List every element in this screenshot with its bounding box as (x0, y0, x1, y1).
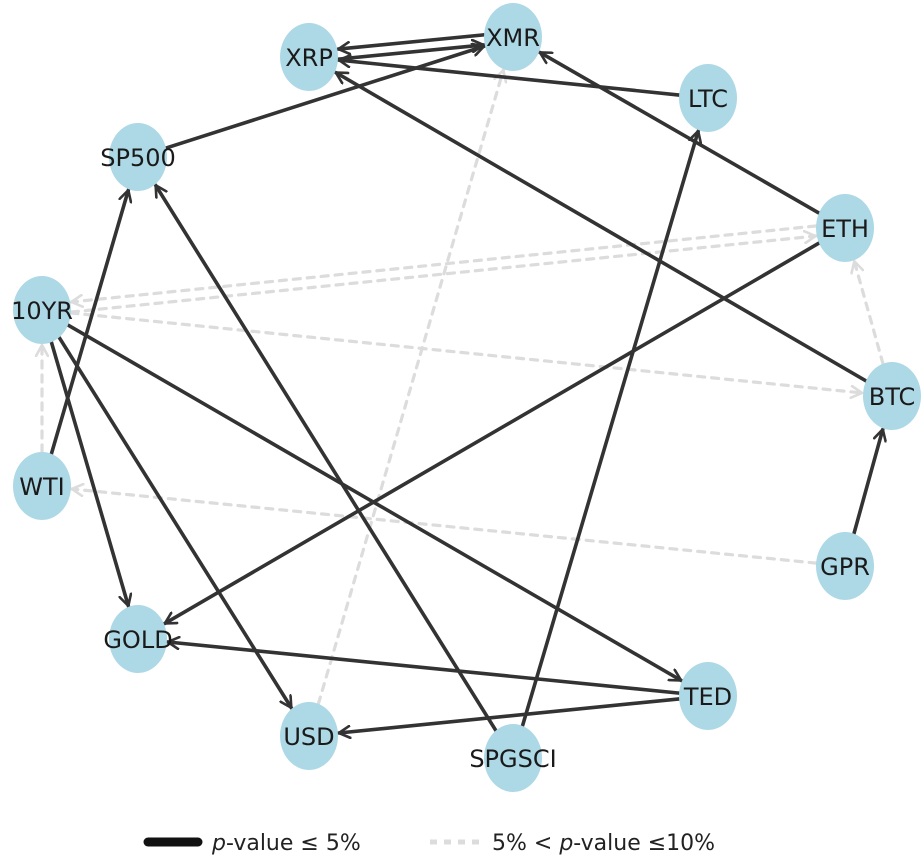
edge-ltc-to-xrp (337, 60, 681, 97)
node-label: ETH (821, 215, 869, 243)
node-circle (109, 605, 167, 673)
node-10yr: 10YR (11, 276, 73, 344)
node-eth: ETH (816, 194, 874, 262)
weak-edges-layer (42, 68, 885, 706)
edge-wti-to-sp500 (49, 188, 128, 456)
node-label: TED (683, 683, 732, 711)
edge-sp500-to-xmr (164, 46, 486, 150)
node-label: WTI (19, 473, 64, 501)
node-label: LTC (688, 85, 728, 113)
node-sp500: SP500 (100, 123, 176, 191)
edge-eth-to-10yr (69, 224, 818, 302)
node-gpr: GPR (816, 532, 874, 600)
node-usd: USD (280, 702, 338, 770)
edge-eth-to-xmr (538, 50, 821, 215)
edge-gpr-to-btc (852, 427, 883, 536)
edge-spgsci-to-sp500 (153, 183, 498, 733)
node-label: XMR (486, 24, 540, 52)
node-label: GPR (820, 553, 870, 581)
edge-10yr-to-ted (66, 323, 683, 683)
node-circle (679, 662, 737, 730)
node-circle (816, 532, 874, 600)
edge-ted-to-gold (166, 642, 681, 695)
node-circle (109, 123, 167, 191)
node-label: GOLD (103, 626, 172, 654)
node-xrp: XRP (280, 23, 338, 91)
node-gold: GOLD (103, 605, 173, 673)
edge-10yr-to-btc (69, 311, 864, 393)
node-label: USD (283, 723, 334, 751)
edge-usd-to-xmr (316, 68, 503, 706)
node-circle (484, 724, 542, 792)
node-label: SP500 (100, 144, 176, 172)
significant-edges-layer (49, 33, 883, 733)
legend-significant-label: p-value ≤ 5% (211, 831, 361, 856)
edge-ted-to-usd (337, 697, 681, 733)
node-circle (863, 362, 921, 430)
edge-10yr-to-usd (57, 335, 294, 710)
edge-10yr-to-gold (49, 340, 128, 608)
legend-weak-label: 5% < p-value ≤10% (492, 831, 715, 856)
legend: p-value ≤ 5% 5% < p-value ≤10% (143, 831, 715, 856)
edge-xrp-to-xmr (336, 45, 486, 61)
edge-eth-to-gold (163, 241, 821, 626)
node-circle (816, 194, 874, 262)
node-ted: TED (679, 662, 737, 730)
node-circle (679, 64, 737, 132)
edge-btc-to-eth (854, 259, 885, 366)
node-label: SPGSCI (469, 745, 556, 773)
edge-spgsci-to-ltc (520, 129, 698, 728)
node-circle (280, 702, 338, 770)
node-label: 10YR (11, 297, 73, 325)
nodes-layer: XMR XRP LTC SP500 ETH 10YR BTC WTI GPR GOLD TED USD… (11, 3, 921, 792)
edge-btc-to-xrp (334, 70, 868, 383)
node-wti: WTI (13, 452, 71, 520)
node-circle (484, 3, 542, 71)
node-xmr: XMR (484, 3, 542, 71)
node-ltc: LTC (679, 64, 737, 132)
node-spgsci: SPGSCI (469, 724, 557, 792)
node-label: XRP (285, 44, 333, 72)
node-label: BTC (869, 383, 915, 411)
node-circle (13, 452, 71, 520)
node-circle (13, 276, 71, 344)
edge-gpr-to-wti (70, 489, 818, 565)
edge-xmr-to-xrp (336, 33, 486, 49)
node-circle (280, 23, 338, 91)
edge-10yr-to-eth (69, 236, 818, 314)
node-btc: BTC (863, 362, 921, 430)
